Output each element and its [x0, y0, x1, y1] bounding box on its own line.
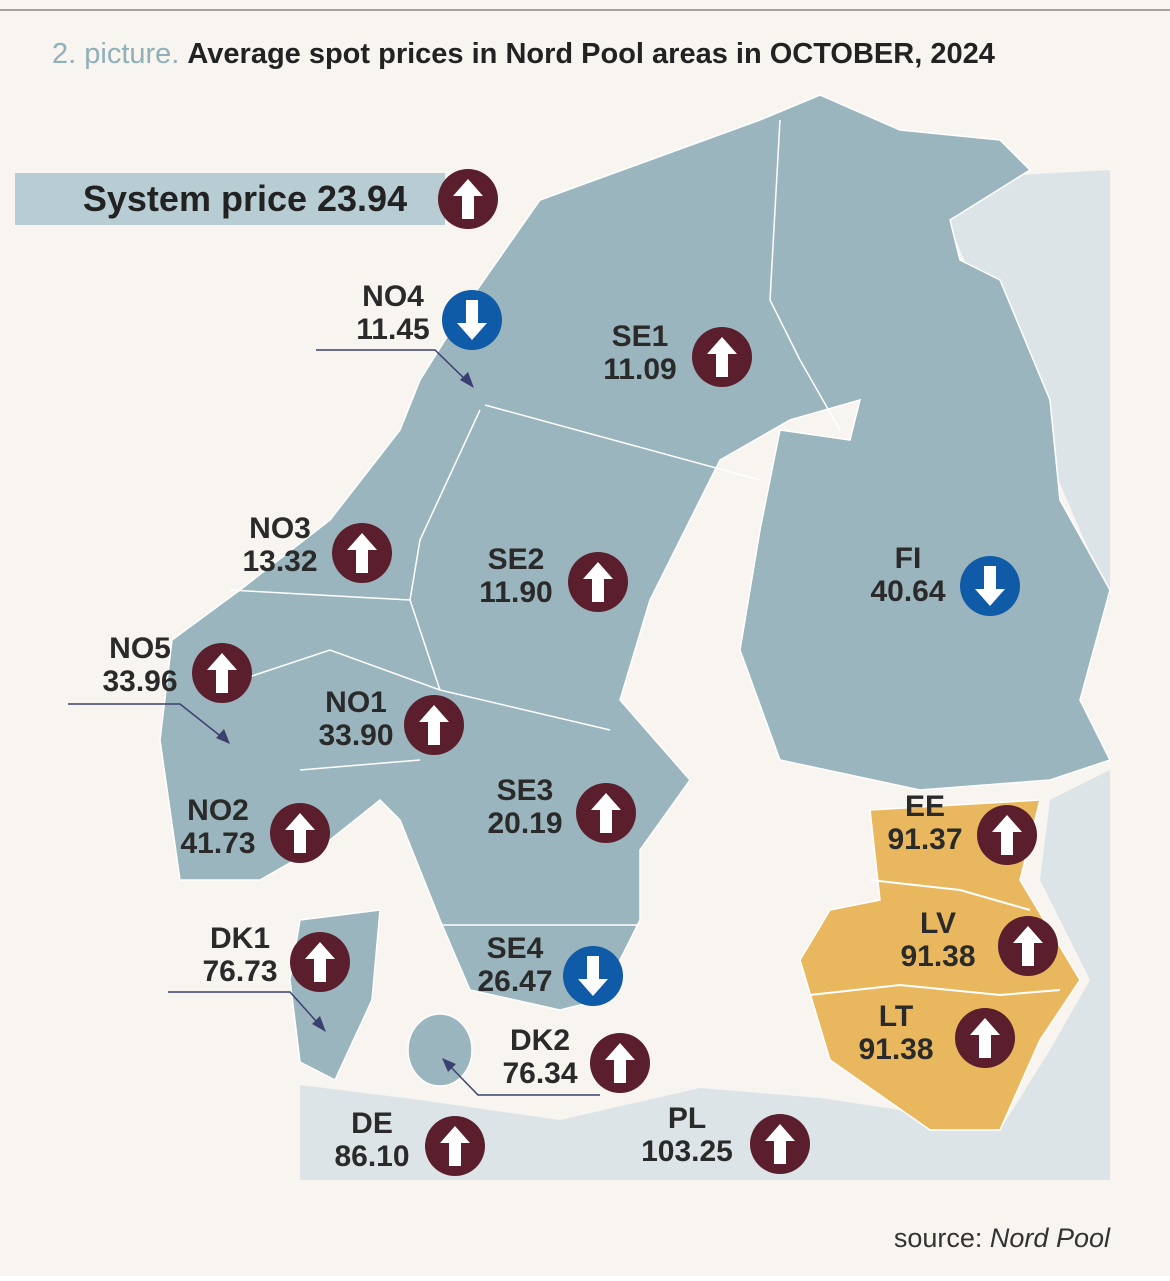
area-price: 91.38	[900, 940, 975, 973]
trend-arrow	[970, 1018, 1000, 1058]
area-price: 20.19	[487, 807, 562, 840]
area-price: 86.10	[334, 1140, 409, 1173]
trend-arrow	[765, 1124, 795, 1164]
zealand	[407, 1013, 473, 1087]
area-name: SE3	[497, 774, 554, 807]
trend-arrow	[453, 179, 483, 219]
area-name: DK1	[210, 922, 270, 955]
trend-arrow	[1013, 926, 1043, 966]
trend-arrow	[707, 337, 737, 377]
area-price: 76.73	[202, 955, 277, 988]
baltic-borders	[809, 879, 1061, 997]
area-name: NO1	[325, 686, 387, 719]
area-price: 33.96	[102, 665, 177, 698]
title: 2. picture. Average spot prices in Nord …	[52, 38, 995, 70]
russia	[930, 170, 1110, 1180]
area-price: 91.37	[887, 823, 962, 856]
area-price: 11.45	[356, 313, 429, 346]
area-name: EE	[905, 790, 945, 823]
trend-arrow	[591, 793, 621, 833]
map	[68, 94, 1112, 1180]
trend-arrow	[207, 653, 237, 693]
area-name: LT	[879, 1000, 913, 1033]
system-price-label: System price	[83, 178, 307, 219]
area-price: 11.09	[603, 353, 676, 386]
area-name: NO5	[109, 632, 171, 665]
title-text: Average spot prices in Nord Pool areas i…	[187, 38, 994, 70]
area-price: 76.34	[502, 1057, 577, 1090]
area-name: NO3	[249, 512, 311, 545]
area-borders	[229, 119, 841, 926]
area-price: 26.47	[477, 965, 552, 998]
trend-arrow	[457, 300, 487, 340]
trend-arrow	[285, 813, 315, 853]
trend-arrow	[975, 566, 1005, 606]
area-name: NO4	[362, 280, 424, 313]
system-price: System price 23.94	[83, 178, 407, 219]
area-name: SE1	[612, 320, 669, 353]
trend-arrow	[440, 1126, 470, 1166]
area-name: SE2	[488, 543, 545, 576]
source-name: Nord Pool	[990, 1223, 1111, 1253]
area-name: SE4	[487, 932, 544, 965]
trend-arrow	[992, 815, 1022, 855]
area-price: 33.90	[318, 719, 393, 752]
source: source: Nord Pool	[894, 1223, 1111, 1253]
area-price: 13.32	[242, 545, 317, 578]
area-price: 91.38	[858, 1033, 933, 1066]
trend-arrow	[305, 942, 335, 982]
source-label: source:	[894, 1223, 983, 1253]
area-price: 11.90	[479, 576, 552, 609]
area-price: 103.25	[641, 1135, 733, 1168]
trend-arrow	[605, 1043, 635, 1083]
title-prefix: 2. picture.	[52, 38, 179, 70]
area-name: NO2	[187, 794, 249, 827]
area-name: DE	[351, 1107, 393, 1140]
area-name: PL	[668, 1102, 706, 1135]
area-price: 40.64	[870, 575, 945, 608]
trend-arrow	[419, 705, 449, 745]
trend-arrow	[578, 956, 608, 996]
trend-arrow	[583, 562, 613, 602]
area-name: DK2	[510, 1024, 570, 1057]
pointer-lines	[68, 349, 600, 1096]
area-name: LV	[920, 907, 956, 940]
area-name: FI	[895, 542, 922, 575]
system-price-value: 23.94	[317, 178, 407, 219]
trend-arrow	[347, 533, 377, 573]
germany-poland	[300, 1085, 1110, 1180]
system-price-banner	[15, 173, 445, 225]
area-price: 41.73	[180, 827, 255, 860]
